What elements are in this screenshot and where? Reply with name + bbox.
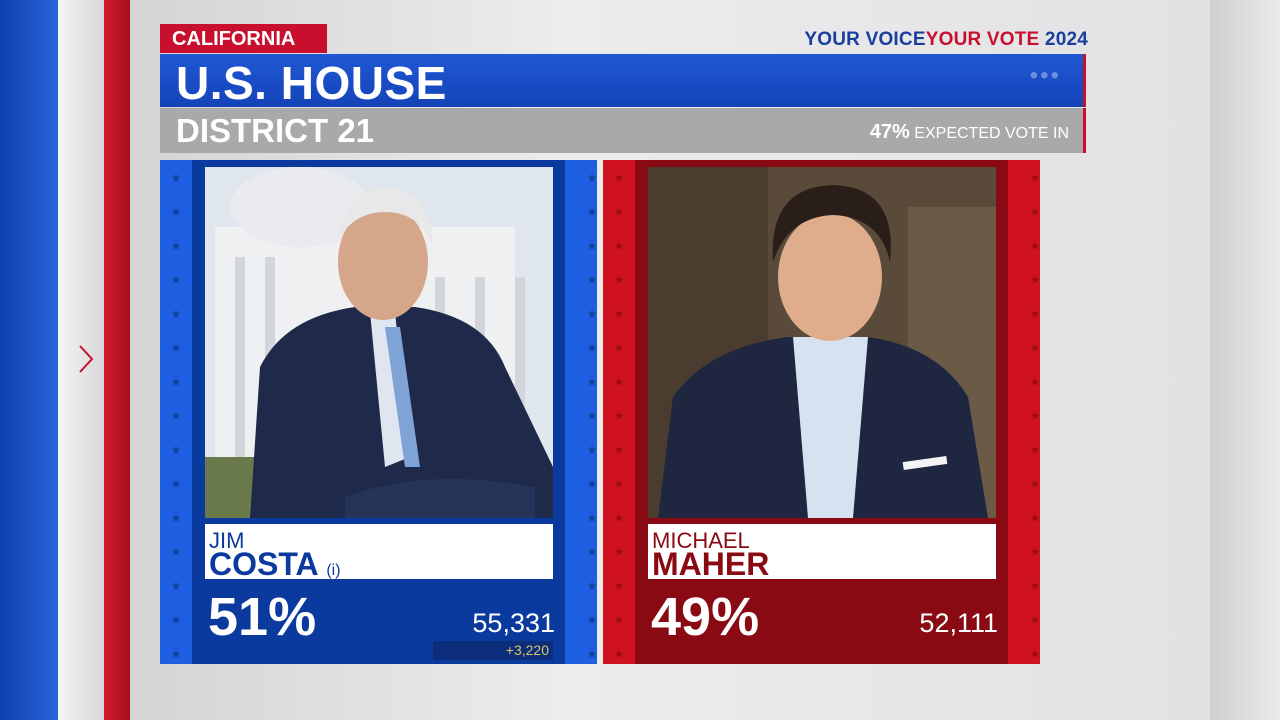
name-box: MICHAEL MAHER [648,524,996,582]
candidate-panel: ★ MICHAEL MAHER 49% 52,111 [603,160,1040,664]
first-name: JIM [209,528,245,553]
reporting-label: EXPECTED VOTE IN [914,125,1069,142]
reporting: 47% EXPECTED VOTE IN [870,121,1069,144]
candidate-photo [205,167,553,518]
photo-illustration [648,167,996,518]
bg-white [58,0,104,720]
last-name: COSTA (i) [209,546,341,583]
race-title: U.S. HOUSE [176,57,447,109]
bg-right [1210,0,1280,720]
vote-change: +3,220 [433,641,553,660]
state-tag: CALIFORNIA [160,24,327,53]
vote-count: 52,111 [919,608,998,638]
district-title: DISTRICT 21 [176,112,375,149]
last-name-text: COSTA [209,546,318,582]
bg-red [104,0,130,720]
race-bar: U.S. HOUSE ••• [160,54,1086,109]
photo-illustration [205,167,553,518]
panel-frame: ★ [160,160,597,664]
menu-dots[interactable]: ••• [1029,62,1061,89]
vote-count: 55,331 [472,608,555,638]
vote-percent: 51% [208,587,317,647]
candidate-photo [648,167,996,518]
reporting-percent: 47% [869,121,910,143]
bg-blue [0,0,58,720]
brand-part: YOUR VOTE [925,29,1040,50]
brand: YOUR VOICEYOUR VOTE 2024 [804,29,1088,51]
first-name: MICHAEL [652,528,750,553]
incumbent-mark: (i) [326,562,341,579]
brand-part: YOUR VOICE [804,29,926,50]
candidate-panel: ★ JIM COSTA (i) 51% 55,331 +3,220 [160,160,597,664]
arrow-icon [79,345,94,373]
brand-year: 2024 [1044,29,1088,50]
vote-percent: 49% [651,587,760,647]
name-box: JIM COSTA (i) [205,524,553,582]
panel-frame: ★ [603,160,1040,664]
last-name: MAHER [652,546,770,582]
district-bar: DISTRICT 21 47% EXPECTED VOTE IN [160,108,1086,153]
